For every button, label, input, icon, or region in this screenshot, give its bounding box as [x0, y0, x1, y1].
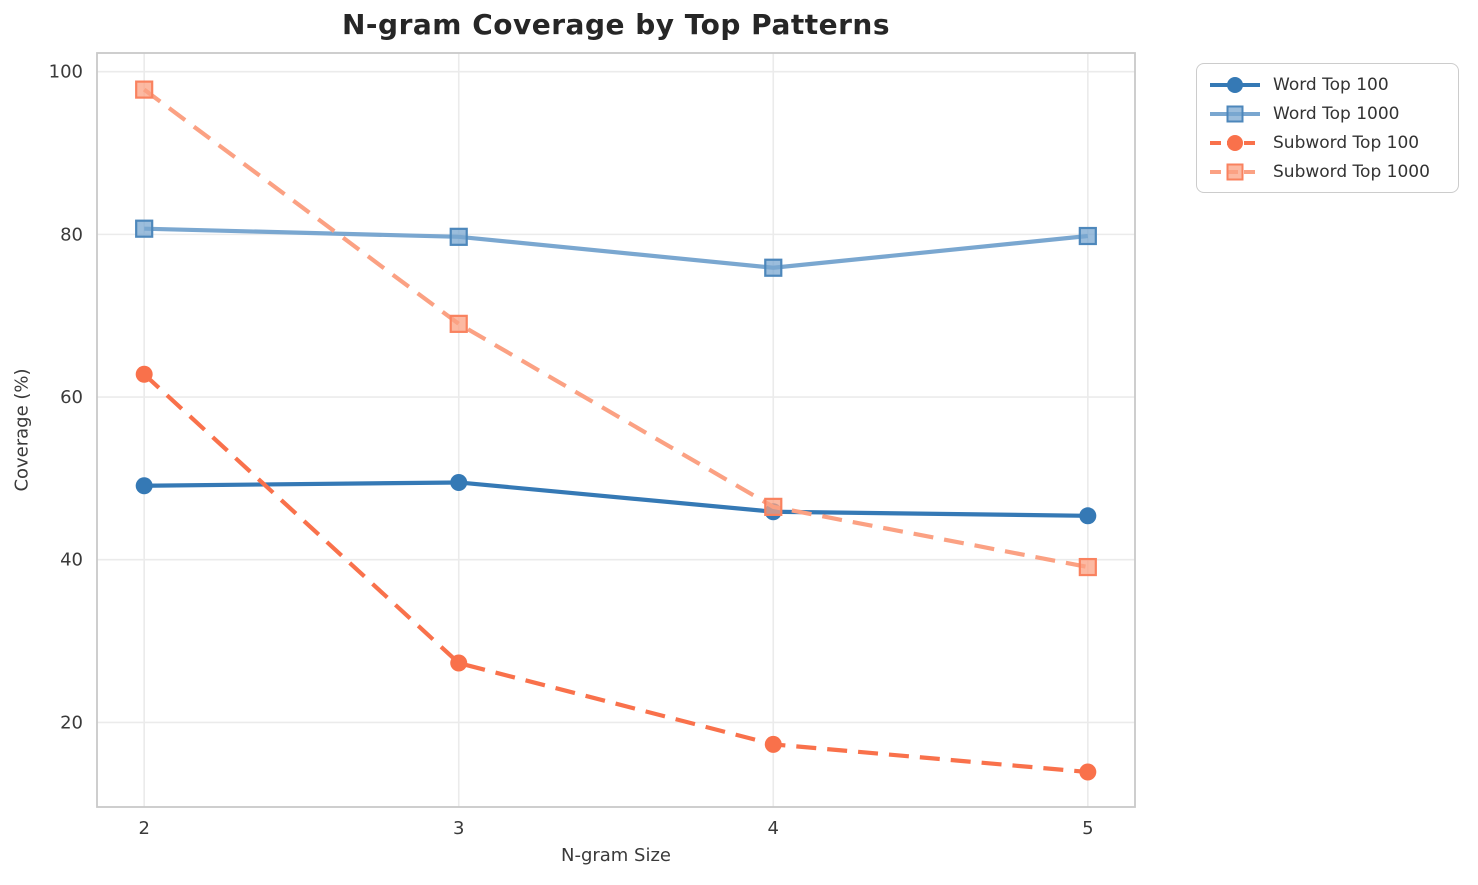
x-tick-label-5: 5: [1082, 818, 1093, 839]
x-axis-label: N-gram Size: [560, 845, 672, 866]
x-tick-label-4: 4: [768, 818, 779, 839]
series-line-word-top-1000: [144, 226, 1089, 270]
legend-marker-word-top-100: [1227, 76, 1243, 93]
legend-swatch-subword-top-1000-icon: [1210, 163, 1260, 180]
legend-label-word-top-100: Word Top 100: [1273, 74, 1389, 95]
legend-marker-word-top-1000: [1226, 105, 1244, 122]
legend-swatch-word-top-1000-icon: [1210, 105, 1260, 122]
marker-word-top-100-x2: [135, 477, 153, 495]
legend-marker-subword-top-100: [1227, 134, 1243, 151]
y-tick-label-60: 60: [60, 387, 83, 408]
legend-swatch-subword-top-100-icon: [1210, 134, 1260, 151]
marker-subword-top-1000-x2: [135, 80, 154, 99]
legend-label-subword-top-1000: Subword Top 1000: [1273, 161, 1430, 182]
legend-item-word-top-1000: Word Top 1000: [1209, 103, 1446, 125]
marker-word-top-1000-x5: [1078, 226, 1097, 246]
marker-word-top-1000-x3: [449, 227, 468, 246]
marker-subword-top-1000-x5: [1078, 557, 1097, 577]
marker-subword-top-1000-x3: [449, 314, 468, 333]
y-tick-label-100: 100: [49, 62, 83, 83]
series-line-subword-top-1000: [142, 87, 1089, 570]
marker-word-top-100-x5: [1079, 507, 1097, 525]
legend-item-subword-top-100: Subword Top 100: [1209, 132, 1446, 154]
y-tick-label-40: 40: [60, 550, 83, 571]
marker-subword-top-100-x5: [1079, 763, 1097, 781]
series-line-subword-top-100: [142, 372, 1089, 775]
y-axis-label: Coverage (%): [11, 368, 33, 492]
legend-item-subword-top-1000: Subword Top 1000: [1209, 161, 1446, 183]
marker-subword-top-100-x3: [450, 654, 468, 672]
y-tick-label-80: 80: [60, 224, 83, 245]
chart-title: N-gram Coverage by Top Patterns: [341, 8, 891, 41]
marker-subword-top-100-x4: [764, 735, 782, 753]
series-line-word-top-100: [144, 480, 1088, 518]
legend-marker-subword-top-1000: [1226, 163, 1244, 180]
x-tick-label-2: 2: [138, 818, 149, 839]
legend: Word Top 100 Word Top 1000 Subword Top 100…: [1196, 63, 1459, 193]
marker-word-top-100-x3: [450, 473, 468, 491]
legend-label-subword-top-100: Subword Top 100: [1273, 132, 1420, 153]
legend-label-word-top-1000: Word Top 1000: [1273, 103, 1400, 124]
marker-word-top-1000-x2: [135, 219, 154, 238]
x-tick-label-3: 3: [453, 818, 464, 839]
marker-subword-top-1000-x4: [764, 497, 783, 516]
legend-item-word-top-100: Word Top 100: [1209, 74, 1446, 96]
marker-subword-top-100-x2: [135, 365, 153, 383]
y-tick-label-20: 20: [60, 712, 83, 733]
legend-swatch-word-top-100-icon: [1210, 76, 1260, 93]
axes-spines: [96, 52, 1136, 808]
marker-word-top-1000-x4: [764, 258, 783, 277]
